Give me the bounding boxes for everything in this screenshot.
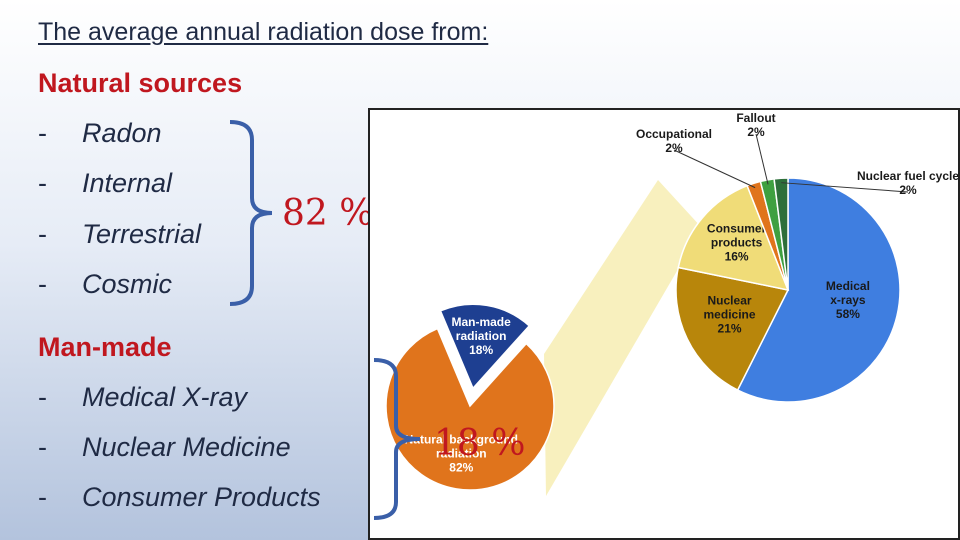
manmade-item-label: Medical X-ray [82,382,248,412]
slice-man-made [439,303,531,390]
natural-item-label: Radon [82,118,162,148]
slice-label-line: Nuclear fuel cycle [857,169,958,183]
man-made-percent-label: 18 % [434,423,526,464]
slice-label-line: Man-made [451,315,511,329]
natural-sources-title: Natural sources [38,68,243,98]
slice-nuclear-fuel-cycle [773,177,789,291]
overall-pie: Natural background radiation 82%Man-made ra… [385,303,555,491]
slice-label-occupational: Occupational 2% [636,127,712,155]
natural-item-label: Cosmic [82,269,173,299]
leader-line [755,133,769,185]
slice-label-consumer: Consumer products 16% [707,222,767,264]
slice-label-line: Occupational [636,127,712,141]
slice-label-line: radiation [436,446,487,460]
manmade-item-medical-xray: - Medical X-ray [38,382,247,413]
slice-label-line: products [711,236,763,250]
natural-item-label: Internal [82,168,173,198]
slice-medical [736,177,901,403]
dash-marker: - [38,118,47,148]
manmade-item-consumer-products: - Consumer Products [38,482,321,513]
slice-label-nuclear-fuel-cycle: Nuclear fuel cycle 2% [857,169,958,197]
dash-marker: - [38,482,47,512]
manmade-item-nuclear-medicine: - Nuclear Medicine [38,432,291,463]
natural-item-internal: - Internal [38,168,172,199]
slice-label-line: 2% [665,141,683,155]
slice-label-line: 18% [469,343,493,357]
slice-label-line: 58% [836,307,860,321]
dash-marker: - [38,168,47,198]
dash-marker: - [38,219,47,249]
radiation-dose-chart: Natural background radiation 82% Man-made ra… [368,108,960,540]
slice-label-line: Medical [826,279,870,293]
natural-percent-label: 82 % [282,193,374,234]
man-made-breakdown-pie: Medical x-rays 58% Nuclear medicine 21% Consum… [636,111,958,403]
natural-item-label: Terrestrial [82,219,202,249]
man-made-brace [373,358,421,520]
natural-brace [229,120,273,306]
leader-line [781,182,909,193]
dash-marker: - [38,382,47,412]
slice-nuclear [675,266,790,392]
slice-label-line: Fallout [736,111,775,125]
manmade-item-label: Consumer Products [82,482,321,512]
slide-title: The average annual radiation dose from: [38,18,489,46]
natural-item-cosmic: - Cosmic [38,269,172,300]
slice-label-natural-background: Natural background radiation 82% [405,432,518,474]
slice-label-line: Consumer [707,222,767,236]
leader-line [673,149,756,189]
dash-marker: - [38,269,47,299]
slice-label-line: 16% [725,250,749,264]
zoom-connector [544,180,702,496]
slice-label-line: 2% [747,125,765,139]
manmade-item-label: Nuclear Medicine [82,432,291,462]
slice-label-line: radiation [456,329,507,343]
slice-label-line: 2% [899,183,917,197]
slice-label-medical: Medical x-rays 58% [826,279,870,321]
natural-item-radon: - Radon [38,118,162,149]
slice-label-line: 82% [449,460,473,474]
slice-label-fallout: Fallout 2% [736,111,775,139]
dash-marker: - [38,432,47,462]
slice-label-line: 21% [718,321,742,335]
slice-label-nuclear: Nuclear medicine 21% [704,293,756,335]
slice-label-line: Nuclear [708,293,752,307]
slice-consumer [677,184,790,292]
slice-label-line: medicine [704,307,756,321]
slice-label-line: Natural background [405,432,518,446]
man-made-title: Man-made [38,332,172,362]
natural-item-terrestrial: - Terrestrial [38,219,201,250]
slice-label-line: x-rays [830,293,866,307]
slice-label-man-made: Man-made radiation 18% [451,315,511,357]
pie-charts-svg: Natural background radiation 82%Man-made ra… [385,111,958,496]
